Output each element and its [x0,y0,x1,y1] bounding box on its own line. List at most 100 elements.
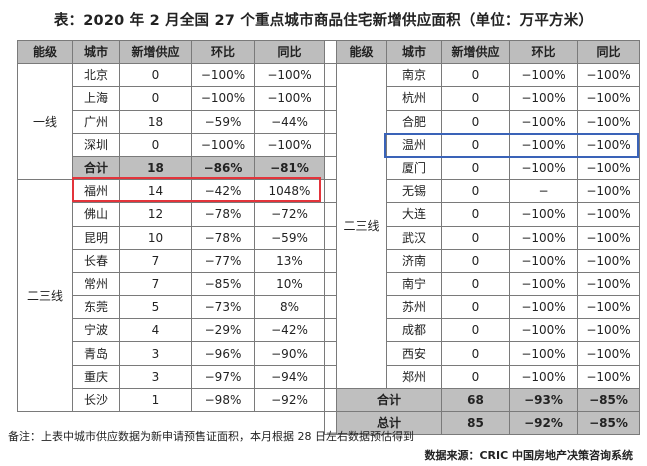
city-cell: 宁波 [72,318,120,343]
city-cell: 南京 [386,63,442,88]
mom-cell: −100% [509,86,578,111]
column-gap [324,341,337,366]
supply-cell: 1 [119,387,192,413]
mom-cell: −100% [509,318,578,343]
table-row: 二三线 福州 14 −42% 1048% 无锡 0 − −100% [17,179,640,412]
column-gap [324,318,337,343]
header-yoy-right: 同比 [577,39,640,65]
tier-label-tier23-right: 二三线 [336,63,387,389]
yoy-cell: 10% [254,271,325,297]
mom-cell: −100% [509,109,578,134]
mom-cell: −98% [191,387,255,413]
yoy-cell: 13% [254,248,325,273]
city-cell: 杭州 [386,86,442,111]
blank-cell [17,411,325,435]
tier23-total-mom: −93% [509,387,578,413]
yoy-cell: −100% [577,225,640,250]
supply-cell: 18 [119,109,192,134]
supply-cell: 0 [119,63,192,88]
data-source: 数据来源：CRIC 中国房地产决策咨询系统 [424,449,633,462]
tier1-total-label: 合计 [72,155,120,181]
mom-cell: −100% [509,132,578,157]
table-row: 上海 0 −100% −100% 杭州 0 −100% −100% [18,86,640,111]
yoy-cell: −100% [577,179,640,204]
city-cell: 佛山 [72,202,120,227]
yoy-cell: −100% [577,63,640,88]
supply-cell: 7 [119,248,192,273]
column-gap [324,410,337,436]
city-cell: 北京 [72,63,120,88]
yoy-cell: −100% [577,248,640,273]
city-cell: 苏州 [386,295,442,320]
table-row: 合计 18 −86% −81% 厦门 0 −100% −100% [18,155,640,181]
city-cell: 长春 [72,248,120,273]
supply-cell: 0 [441,225,510,250]
mom-cell: −100% [509,271,578,297]
city-cell: 长沙 [72,387,120,413]
column-gap [324,179,337,204]
column-gap [324,387,337,413]
grand-total-label: 总计 [336,410,442,436]
yoy-cell: −100% [577,132,640,157]
supply-cell: 0 [441,248,510,273]
supply-cell: 7 [119,271,192,297]
table-row: 长春 7 −77% 13% 济南 0 −100% −100% [18,248,640,273]
mom-cell: −78% [191,225,255,250]
city-cell: 青岛 [72,341,120,366]
column-gap [324,364,337,389]
mom-cell: −100% [509,202,578,227]
table-row: 昆明 10 −78% −59% 武汉 0 −100% −100% [18,225,640,250]
column-gap [324,86,337,111]
supply-cell: 0 [441,155,510,181]
column-gap [324,109,337,134]
city-cell: 济南 [386,248,442,273]
table-row: 重庆 3 −97% −94% 郑州 0 −100% −100% [18,364,640,389]
supply-cell: 0 [441,318,510,343]
grand-total-yoy: −85% [577,410,640,436]
yoy-cell: −100% [577,341,640,366]
mom-cell: −100% [509,248,578,273]
mom-cell: −29% [191,318,255,343]
header-city-right: 城市 [386,39,442,65]
tier23-total-supply: 68 [441,387,510,413]
yoy-cell: −72% [254,202,325,227]
mom-cell: −100% [509,295,578,320]
table-row: 广州 18 −59% −44% 合肥 0 −100% −100% [18,109,640,134]
city-cell: 西安 [386,341,442,366]
mom-cell: −100% [509,63,578,88]
mom-cell: −100% [509,155,578,181]
yoy-cell: −100% [577,364,640,389]
header-city: 城市 [72,39,120,65]
mom-cell: −73% [191,295,255,320]
city-cell: 福州 [72,179,120,204]
mom-cell: −42% [191,179,255,204]
supply-cell: 0 [441,132,510,157]
mom-cell: −96% [191,341,255,366]
yoy-cell: −100% [577,318,640,343]
supply-cell: 0 [441,109,510,134]
supply-cell: 3 [119,364,192,389]
supply-cell: 5 [119,295,192,320]
header-yoy: 同比 [254,39,325,65]
footnote: 备注：上表中城市供应数据为新申请预售证面积，本月根据 28 日左右数据预估得到 [8,430,414,443]
city-cell: 上海 [72,86,120,111]
city-cell: 郑州 [386,364,442,389]
supply-cell: 3 [119,341,192,366]
city-cell: 无锡 [386,179,442,204]
mom-cell: −100% [191,86,255,111]
tier1-total-mom: −86% [191,155,255,181]
yoy-cell: −92% [254,387,325,413]
tier1-total-yoy: −81% [254,155,325,181]
table-row: 长沙 1 −98% −92% 合计 68 −93% −85% [18,387,640,413]
city-cell: 成都 [386,318,442,343]
yoy-cell: −100% [577,109,640,134]
mom-cell: −100% [509,364,578,389]
supply-cell: 0 [441,202,510,227]
column-gap [324,63,337,88]
supply-cell: 10 [119,225,192,250]
header-tier: 能级 [17,39,73,65]
mom-cell: −59% [191,109,255,134]
supply-cell: 4 [119,318,192,343]
supply-cell: 0 [119,86,192,111]
column-gap [324,295,337,320]
